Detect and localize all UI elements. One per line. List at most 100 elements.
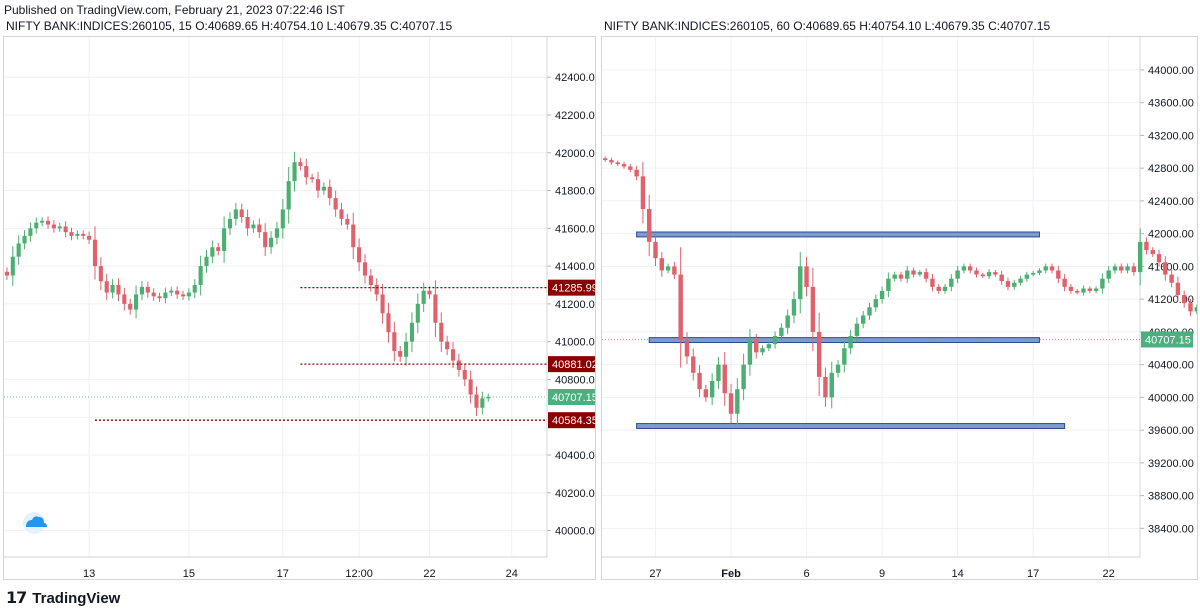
chart-2-candle-body <box>854 323 860 336</box>
chart-2-ytick-label: 42400.00 <box>1148 196 1194 208</box>
chart-2-last-price-label: 40707.15 <box>1145 334 1191 346</box>
chart-2-candle-body <box>747 340 753 365</box>
chart-1-svg[interactable]: 40000.0040200.0040400.0040600.0040800.00… <box>4 37 595 579</box>
chart-2-high: H:40754.10 <box>859 19 922 33</box>
chart-1-ytick-label: 42400.00 <box>555 72 595 84</box>
chart-panel-60min[interactable]: 38400.00 38800.00 39200.00 39600.00 40000.00… <box>601 36 1198 580</box>
chart-1-candle-body <box>28 228 33 236</box>
chart-2-candle-body <box>672 266 677 275</box>
chart-2-candle-body <box>728 393 734 414</box>
chart-1-candle-body <box>92 239 98 267</box>
chart-2-candle-body <box>716 364 721 381</box>
chart-2-candle-body <box>691 356 696 373</box>
chart-2-zone-rect <box>636 231 1040 238</box>
chart-2-candle-body <box>1125 266 1130 271</box>
chart-2-candle-body <box>722 364 727 394</box>
chart-1-candle-body <box>22 235 27 244</box>
chart-2-candle-body <box>949 278 954 287</box>
chart-2-symbol: NIFTY BANK:INDICES:260105, 60 <box>604 19 790 33</box>
chart-2-candle-body <box>621 164 627 167</box>
chart-2-candle-body <box>1049 266 1055 271</box>
chart-1-candle-body <box>10 256 15 276</box>
chart-1-candle-body <box>333 198 338 210</box>
chart-1-candle-body <box>34 222 39 229</box>
chart-2-zone-rect <box>636 423 1066 429</box>
chart-2-candle-body <box>1163 262 1168 275</box>
chart-2-ytick-label: 40000.00 <box>1148 392 1194 404</box>
chart-1-ytick-label: 41200.00 <box>555 299 595 311</box>
chart-2-svg[interactable]: 38400.00 38800.00 39200.00 39600.00 40000.00… <box>602 37 1197 579</box>
chart-2-ytick-label: 43600.00 <box>1148 98 1194 110</box>
chart-2-ytick-label: 39600.00 <box>1148 425 1194 437</box>
chart-2-ytick-label: 39200.00 <box>1148 458 1194 470</box>
chart-2-candle-body <box>1119 266 1124 271</box>
chart-1-candle-body <box>63 226 68 233</box>
chart-2-candle-body <box>1188 303 1193 312</box>
chart-1-ytick-label: 41400.00 <box>555 261 595 273</box>
chart-1-candle-body <box>75 234 80 236</box>
chart-2-candle-body <box>898 274 904 279</box>
chart-2-candle-body <box>1156 254 1162 263</box>
chart-1-candle-body <box>456 360 461 370</box>
chart-2-ytick-label: 41600.00 <box>1148 261 1194 273</box>
chart-1-candle-body <box>462 370 467 380</box>
chart-2-candle-body <box>1075 290 1080 293</box>
chart-2-candle-body <box>867 307 872 316</box>
chart-1-candle-body <box>87 235 92 240</box>
chart-1-ytick-label: 41800.00 <box>555 186 595 198</box>
chart-2-ytick-label: 40400.00 <box>1148 360 1194 372</box>
chart-2-candle-body <box>615 162 620 165</box>
chart-1-candle-body <box>245 217 250 229</box>
chart-1-ytick-label: 42000.00 <box>555 148 595 160</box>
chart-1-xtick-label: 22 <box>423 568 435 579</box>
chart-1-candle-body <box>210 247 215 257</box>
chart-2-low: L:40679.35 <box>924 19 985 33</box>
chart-1-level-label: 40584.35 <box>552 415 595 427</box>
chart-2-candle-body <box>936 286 941 291</box>
chart-1-candle-body <box>81 234 86 236</box>
chart-2-candle-body <box>1012 282 1017 287</box>
chart-1-candle-body <box>116 285 121 295</box>
chart-2-candle-body <box>697 372 702 390</box>
chart-2-candle-body <box>779 327 784 336</box>
chart-2-candle-body <box>798 266 803 300</box>
chart-1-xtick-label: 12:00 <box>345 568 373 579</box>
chart-2-candle-body <box>1037 270 1042 273</box>
chart-1-candle-body <box>227 218 233 229</box>
chart-1-candle-body <box>286 181 291 210</box>
chart-2-xtick-label: 27 <box>649 568 661 579</box>
chart-2-candle-body <box>905 270 910 279</box>
chart-1-candle-body <box>450 349 456 361</box>
chart-1-candle-body <box>427 290 432 295</box>
chart-1-candle-body <box>192 285 197 293</box>
chart-1-candle-body <box>69 232 74 236</box>
chart-1-candle-body <box>139 286 144 295</box>
chart-2-candle-body <box>835 364 841 373</box>
chart-1-candle-body <box>175 290 180 295</box>
cloud-logo-shape <box>26 516 47 527</box>
chart-2-last-price-tag <box>1141 331 1193 348</box>
chart-2-title: NIFTY BANK:INDICES:260105, 60 O:40689.65… <box>604 19 1050 33</box>
chart-1-candle-body <box>368 275 373 285</box>
chart-2-candle-body <box>741 364 746 390</box>
chart-2-xtick-label: 22 <box>1103 568 1115 579</box>
chart-1-candle-body <box>392 332 397 352</box>
chart-2-candle-body <box>1182 295 1187 304</box>
chart-1-candle-body <box>386 313 391 333</box>
chart-2-close: C:40707.15 <box>988 19 1051 33</box>
chart-1-candle-body <box>445 341 450 350</box>
chart-2-candle-body <box>1112 266 1118 271</box>
chart-1-open: O:40689.65 <box>195 19 258 33</box>
chart-1-ytick-label: 41600.00 <box>555 223 595 235</box>
chart-1-candle-body <box>486 397 491 399</box>
chart-panel-15min[interactable]: 40000.0040200.0040400.0040600.0040800.00… <box>3 36 596 580</box>
chart-2-candle-body <box>1175 282 1181 296</box>
chart-2-ytick-label: 42800.00 <box>1148 163 1194 175</box>
chart-1-ytick-label: 42200.00 <box>555 110 595 122</box>
chart-2-candle-body <box>879 290 885 300</box>
chart-2-xtick-label: 6 <box>803 568 809 579</box>
chart-2-candle-body <box>861 315 866 324</box>
chart-1-candle-body <box>480 398 485 408</box>
chart-2-candle-body <box>955 270 960 279</box>
chart-2-candle-body <box>842 348 847 365</box>
